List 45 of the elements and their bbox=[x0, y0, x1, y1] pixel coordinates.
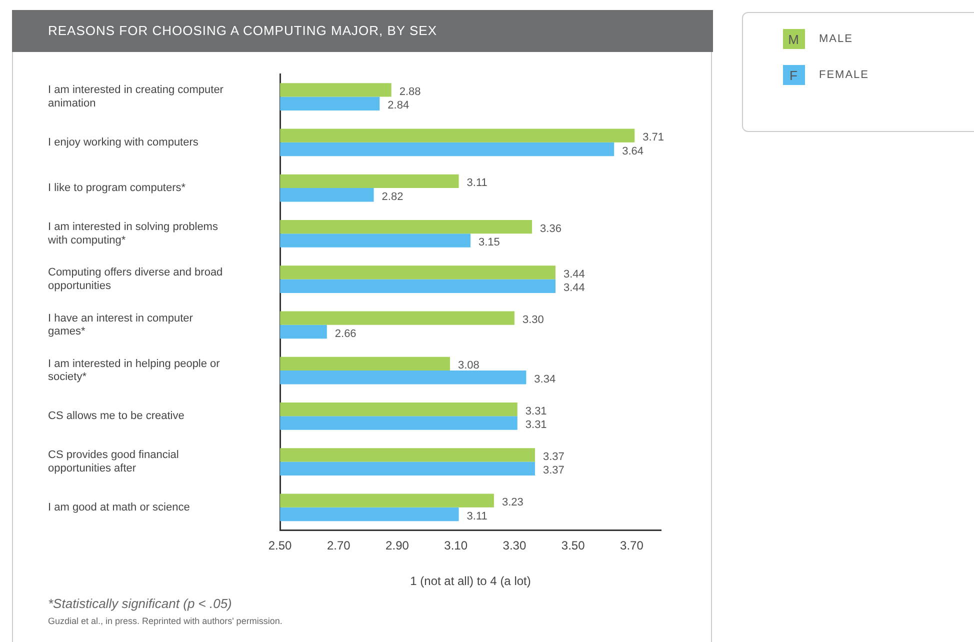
data-label: 3.15 bbox=[478, 236, 500, 249]
data-label: 3.44 bbox=[563, 282, 585, 294]
x-tick-label: 3.70 bbox=[620, 538, 644, 553]
y-tick-label: I am interested in solving problems with computing* bbox=[47, 221, 218, 246]
data-label: 3.30 bbox=[522, 314, 544, 326]
x-axis-title: 1 (not at all) to 4 (a lot) bbox=[410, 574, 531, 588]
chart-title: REASONS FOR CHOOSING A COMPUTING MAJOR, BY SEX bbox=[12, 10, 713, 52]
data-label: 2.66 bbox=[334, 328, 356, 340]
legend-label: MALE bbox=[819, 33, 853, 45]
text: F bbox=[783, 65, 805, 85]
data-label: 3.08 bbox=[458, 360, 480, 372]
data-label: 3.11 bbox=[466, 510, 488, 522]
x-tick-label: 3.10 bbox=[444, 538, 468, 553]
text: Guzdial et al., in press. Reprinted with authors' permission. bbox=[48, 616, 282, 626]
data-label: 3.44 bbox=[563, 268, 585, 280]
data-label: 3.31 bbox=[525, 419, 547, 432]
data-label: 3.71 bbox=[642, 132, 664, 144]
y-tick-label: I am interested in creating computer animation bbox=[48, 84, 224, 110]
x-tick-label: 3.50 bbox=[561, 538, 586, 553]
data-label: 3.36 bbox=[540, 222, 562, 235]
data-label: 2.82 bbox=[382, 190, 404, 203]
text: *Statistically significant (p < .05) bbox=[48, 596, 233, 611]
y-tick-label: I am interested in helping people or society* bbox=[48, 358, 220, 384]
data-label: 3.31 bbox=[525, 405, 547, 418]
data-label: 3.23 bbox=[502, 496, 524, 509]
data-label: 2.88 bbox=[399, 86, 421, 98]
y-tick-label: CS provides good financial opportunities after bbox=[48, 449, 179, 474]
data-label: 3.37 bbox=[542, 450, 564, 463]
x-tick-label: 2.70 bbox=[326, 538, 351, 553]
text: M bbox=[783, 29, 805, 49]
y-tick-label: I have an interest in computer games* bbox=[48, 312, 194, 338]
y-tick-label: Computing offers diverse and broad opportunities bbox=[48, 266, 223, 292]
data-label: 3.34 bbox=[534, 373, 556, 386]
x-tick-label: 3.30 bbox=[502, 538, 526, 553]
data-label: 3.37 bbox=[542, 464, 564, 477]
y-tick-label: I like to program computers* bbox=[48, 182, 186, 194]
data-label: 2.84 bbox=[388, 100, 410, 112]
legend-label: FEMALE bbox=[819, 69, 870, 81]
y-tick-label: I enjoy working with computers bbox=[48, 136, 199, 148]
y-tick-label: I am good at math or science bbox=[48, 501, 190, 514]
data-label: 3.11 bbox=[466, 177, 488, 190]
data-label: 3.64 bbox=[622, 145, 644, 158]
x-tick-label: 2.50 bbox=[268, 538, 292, 553]
x-tick-label: 2.90 bbox=[386, 538, 410, 553]
y-tick-label: CS allows me to be creative bbox=[48, 410, 184, 422]
